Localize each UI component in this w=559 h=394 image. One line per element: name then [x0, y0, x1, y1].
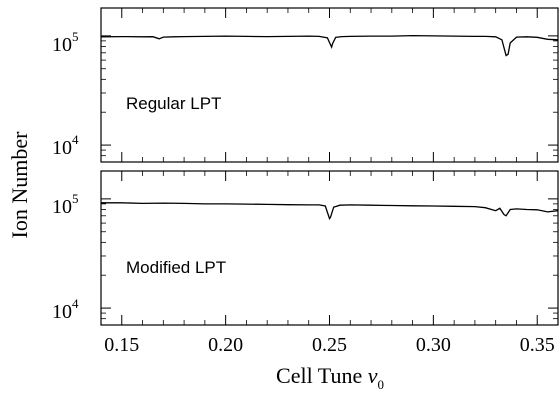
panel-label: Modified LPT [126, 258, 226, 277]
y-tick-label-1e5: 105 [52, 191, 79, 218]
panel-frame [100, 170, 559, 326]
panel-regular-lpt: Regular LPT 105 104 [52, 7, 559, 163]
x-tick-label: 0.15 [104, 334, 139, 356]
y-axis-label: Ion Number [7, 131, 32, 239]
x-axis-label: Cell Tune ν0 [276, 363, 384, 392]
panel-frame [100, 7, 559, 163]
chart-marks: 0.15 0.20 0.25 0.30 0.35 [100, 8, 559, 356]
panel-label: Regular LPT [126, 94, 221, 113]
x-tick-label: 0.30 [416, 334, 451, 356]
series-line-panel-0 [100, 34, 559, 57]
series-line-panel-1 [101, 202, 559, 221]
panel-modified-lpt: Modified LPT 105 104 [52, 170, 559, 326]
y-tick-label-1e4: 104 [52, 132, 79, 159]
x-tick-label: 0.25 [312, 334, 347, 356]
y-tick-label-1e4: 104 [52, 296, 79, 323]
x-tick-label: 0.20 [208, 334, 243, 356]
x-tick-label: 0.35 [520, 334, 555, 356]
y-tick-label-1e5: 105 [52, 29, 79, 56]
